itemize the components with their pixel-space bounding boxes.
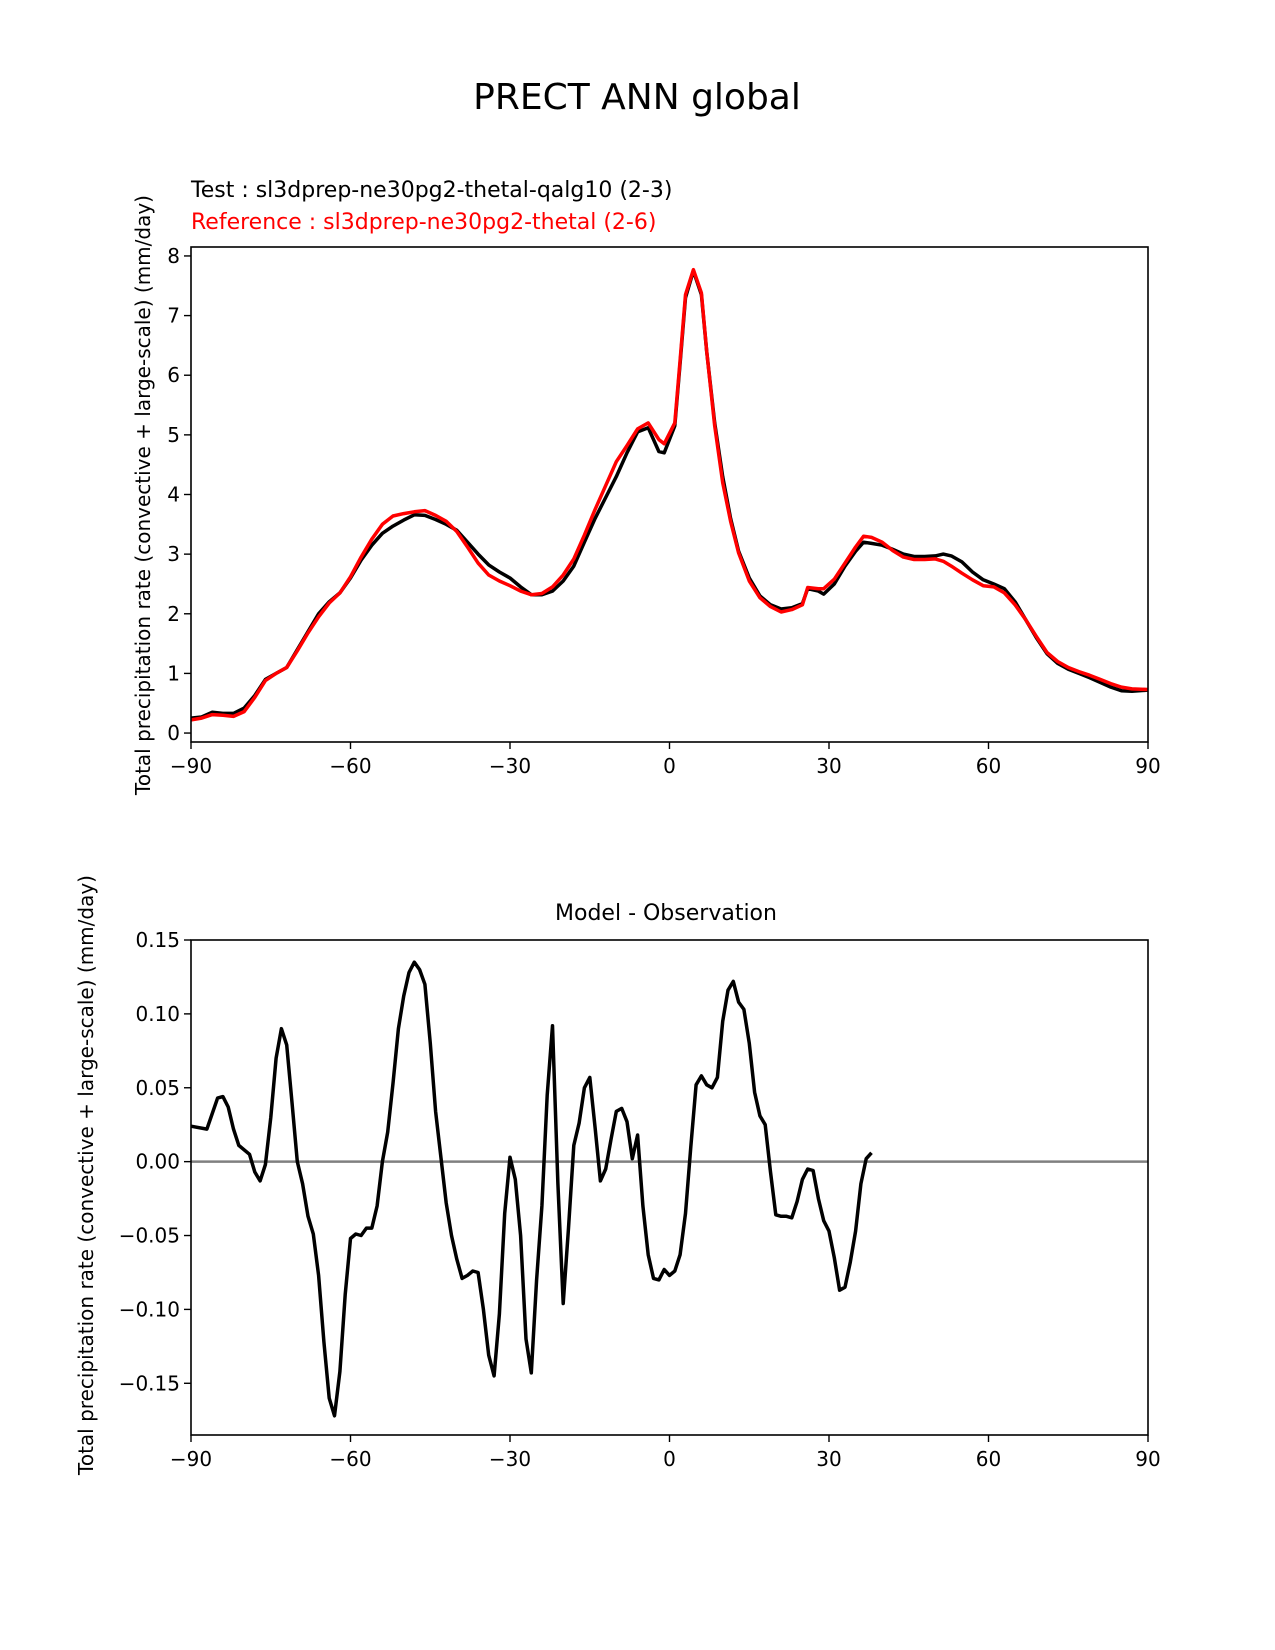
top-y-tick-label: 7 xyxy=(167,304,180,328)
bottom-y-tick-label: −0.15 xyxy=(119,1371,180,1395)
legend-test-text: Test : sl3dprep-ne30pg2-thetal-qalg10 (2… xyxy=(190,178,672,203)
bottom-panel-title: Model - Observation xyxy=(555,901,777,926)
legend-reference-text: Reference : sl3dprep-ne30pg2-thetal (2-6… xyxy=(191,210,656,235)
top-x-tick-label: 30 xyxy=(816,754,841,778)
bottom-x-tick-label: −30 xyxy=(489,1447,531,1471)
top-y-tick-label: 8 xyxy=(167,244,180,268)
bottom-y-tick-label: 0.15 xyxy=(135,928,180,952)
top-x-tick-label: −90 xyxy=(170,754,212,778)
bottom-y-tick-label: 0.10 xyxy=(135,1002,180,1026)
top-y-tick-label: 0 xyxy=(167,721,180,745)
top-y-tick-label: 5 xyxy=(167,423,180,447)
top-y-tick-label: 4 xyxy=(167,483,180,507)
bottom-x-tick-label: 0 xyxy=(663,1447,676,1471)
bottom-x-tick-label: 30 xyxy=(816,1447,841,1471)
bottom-y-axis-label: Total precipitation rate (convective + l… xyxy=(74,875,98,1476)
bottom-x-tick-label: −60 xyxy=(329,1447,371,1471)
bottom-x-tick-label: −90 xyxy=(170,1447,212,1471)
top-y-axis-label: Total precipitation rate (convective + l… xyxy=(131,195,155,796)
figure-title: PRECT ANN global xyxy=(473,77,801,118)
bottom-y-tick-label: 0.00 xyxy=(135,1150,180,1174)
bottom-y-tick-label: 0.05 xyxy=(135,1076,180,1100)
top-x-tick-label: 60 xyxy=(976,754,1001,778)
top-y-tick-label: 2 xyxy=(167,602,180,626)
bottom-series-line-0 xyxy=(190,960,873,1418)
panel-top-prect: Test : sl3dprep-ne30pg2-thetal-qalg10 (2… xyxy=(131,178,1161,796)
top-x-tick-label: 0 xyxy=(663,754,676,778)
bottom-y-tick-label: −0.10 xyxy=(119,1297,180,1321)
panel-bottom-diff: Model - Observation Total precipitation … xyxy=(74,875,1161,1476)
top-x-tick-label: −60 xyxy=(329,754,371,778)
bottom-y-tick-label: −0.05 xyxy=(119,1224,180,1248)
bottom-x-tick-label: 60 xyxy=(976,1447,1001,1471)
top-y-tick-label: 3 xyxy=(167,542,180,566)
top-x-tick-label: −30 xyxy=(489,754,531,778)
top-y-tick-label: 1 xyxy=(167,661,180,685)
bottom-x-tick-label: 90 xyxy=(1135,1447,1160,1471)
top-series-line-1 xyxy=(190,267,1149,722)
top-x-tick-label: 90 xyxy=(1135,754,1160,778)
top-y-tick-label: 6 xyxy=(167,363,180,387)
